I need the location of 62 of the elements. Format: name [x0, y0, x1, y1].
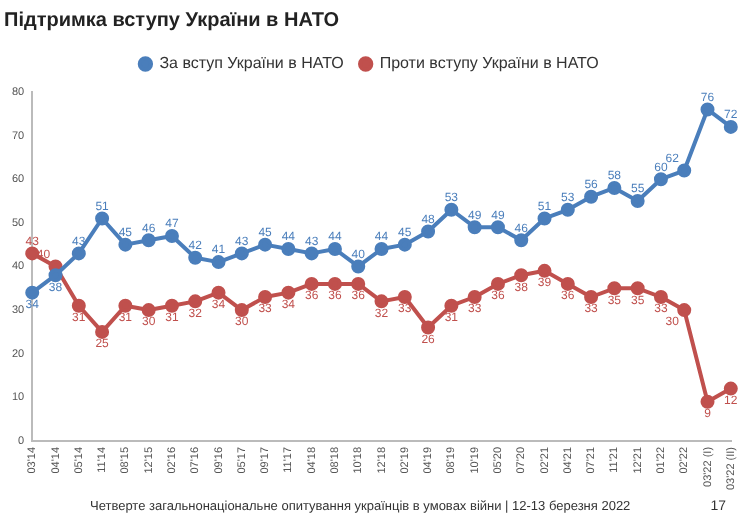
point — [653, 172, 668, 187]
point — [560, 276, 575, 291]
point — [25, 285, 40, 300]
point — [677, 163, 692, 178]
point — [700, 102, 715, 117]
point — [397, 237, 412, 252]
point — [630, 281, 645, 296]
point — [71, 246, 86, 261]
point — [304, 246, 319, 261]
point — [25, 246, 40, 261]
point — [723, 119, 738, 134]
point — [677, 303, 692, 318]
point — [304, 276, 319, 291]
point — [584, 290, 599, 304]
point — [514, 233, 529, 248]
point — [700, 394, 715, 409]
point — [164, 228, 179, 243]
point — [327, 276, 342, 291]
point — [374, 242, 389, 257]
point — [118, 237, 133, 252]
point — [118, 298, 133, 313]
point — [281, 242, 296, 257]
legend-label: За вступ України в НАТО — [159, 54, 344, 73]
point — [211, 285, 226, 300]
chart-title: Підтримка вступу України в НАТО — [4, 9, 340, 32]
point — [141, 233, 156, 248]
point — [537, 211, 552, 226]
point — [537, 263, 552, 278]
point — [258, 237, 273, 252]
point — [234, 246, 249, 261]
point — [351, 259, 366, 274]
point — [351, 276, 366, 291]
point — [374, 294, 389, 309]
point — [421, 224, 436, 239]
point — [281, 285, 296, 300]
legend-label: Проти вступу України в НАТО — [379, 54, 599, 73]
point — [584, 189, 599, 204]
point — [211, 255, 226, 270]
point — [490, 276, 505, 291]
point — [71, 298, 86, 313]
point — [560, 202, 575, 217]
point — [258, 290, 273, 304]
point — [397, 290, 412, 304]
point — [490, 220, 505, 235]
point — [607, 180, 622, 195]
point — [467, 290, 482, 304]
point — [444, 298, 459, 313]
point — [327, 242, 342, 257]
point — [421, 320, 436, 335]
point — [444, 202, 459, 217]
point — [95, 324, 110, 339]
point — [188, 250, 203, 265]
point — [467, 220, 482, 235]
point — [607, 281, 622, 296]
point — [723, 381, 738, 396]
point — [164, 298, 179, 313]
point — [630, 194, 645, 209]
point — [653, 290, 668, 304]
point — [48, 268, 63, 283]
point — [514, 268, 529, 283]
point — [95, 211, 110, 226]
point — [188, 294, 203, 309]
